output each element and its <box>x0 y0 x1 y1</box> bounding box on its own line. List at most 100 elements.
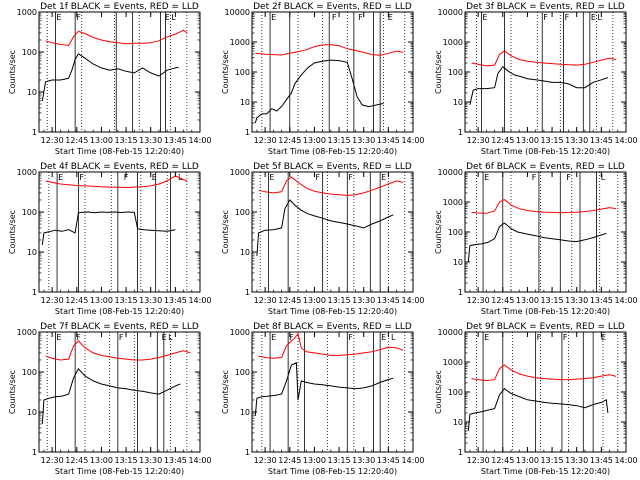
x-tick-label: 12:30 <box>467 296 490 305</box>
y-tick-label: 10 <box>27 88 37 97</box>
x-tick-label: 13:00 <box>303 136 326 145</box>
chart-title: Det 3f BLACK = Events, RED = LLD <box>466 2 625 12</box>
x-tick-label: 13:30 <box>139 456 162 465</box>
x-tick-label: 12:45 <box>65 296 88 305</box>
events-series-line <box>254 59 384 124</box>
x-tick-label: 14:00 <box>188 456 211 465</box>
event-marker-letter: E <box>271 13 276 22</box>
x-tick-label: 12:45 <box>278 136 301 145</box>
x-tick-label: 14:00 <box>401 136 424 145</box>
x-tick-label: 13:45 <box>377 136 400 145</box>
x-tick-label: 14:00 <box>614 456 637 465</box>
y-axis-label: Counts/sec <box>8 50 17 94</box>
y-axis-label: Counts/sec <box>221 370 230 414</box>
y-tick-label: 1000 <box>17 8 37 17</box>
event-marker-letter: F <box>332 13 337 22</box>
event-marker-letter: E <box>601 333 606 342</box>
x-tick-label: 13:45 <box>590 136 613 145</box>
y-tick-label: 10 <box>240 98 250 107</box>
y-tick-label: 10000 <box>438 168 463 177</box>
x-tick-label: 13:15 <box>541 136 564 145</box>
chart-title: Det 7f BLACK = Events, RED = LLD <box>40 322 199 332</box>
event-marker-letter: F <box>532 173 537 182</box>
event-marker-letter: E <box>271 333 276 342</box>
x-tick-label: 12:30 <box>467 456 490 465</box>
event-marker-letter: E <box>56 13 61 22</box>
x-tick-label: 12:45 <box>491 136 514 145</box>
event-marker-letter: F <box>348 173 353 182</box>
chart-title: Det 2f BLACK = Events, RED = LLD <box>253 2 412 12</box>
x-tick-label: 13:45 <box>590 296 613 305</box>
y-tick-label: 10 <box>453 98 463 107</box>
x-tick-label: 13:45 <box>377 456 400 465</box>
x-tick-label: 13:15 <box>115 136 138 145</box>
event-marker-letter: L <box>601 173 606 182</box>
x-axis-label: Start Time (08-Feb-15 12:20:40) <box>268 467 397 476</box>
x-tick-label: 13:15 <box>115 456 138 465</box>
x-tick-label: 14:00 <box>188 136 211 145</box>
event-marker-letter: E <box>269 173 274 182</box>
chart-title: Det 4f BLACK = Events, RED = LLD <box>40 162 199 172</box>
x-tick-label: 12:30 <box>254 136 277 145</box>
x-tick-label: 14:00 <box>614 136 637 145</box>
events-series-line <box>41 53 179 101</box>
y-tick-label: 100 <box>235 368 250 377</box>
plot-frame <box>38 11 201 133</box>
lld-series-line <box>471 199 617 214</box>
x-axis-label: Start Time (08-Feb-15 12:20:40) <box>55 467 184 476</box>
x-tick-label: 13:15 <box>541 296 564 305</box>
y-tick-label: 1 <box>458 128 463 137</box>
event-marker-letter: L <box>168 333 173 342</box>
x-tick-label: 14:00 <box>188 296 211 305</box>
event-marker-letter: E <box>152 173 157 182</box>
y-tick-label: 10 <box>453 418 463 427</box>
x-tick-label: 13:00 <box>303 456 326 465</box>
y-tick-label: 1 <box>245 128 250 137</box>
y-tick-label: 1 <box>245 448 250 457</box>
x-axis-label: Start Time (08-Feb-15 12:20:40) <box>55 147 184 156</box>
x-tick-label: 12:30 <box>41 136 64 145</box>
y-axis-label: Counts/sec <box>434 50 443 94</box>
y-tick-label: 10 <box>453 258 463 267</box>
x-tick-label: 12:45 <box>278 456 301 465</box>
event-marker-letter: F <box>358 13 363 22</box>
y-tick-label: 1 <box>32 128 37 137</box>
y-tick-label: 10000 <box>225 8 250 17</box>
y-tick-label: 1000 <box>443 358 463 367</box>
y-tick-label: 1000 <box>230 328 250 337</box>
event-marker-letter: E <box>58 173 63 182</box>
x-tick-label: 13:00 <box>90 456 113 465</box>
x-tick-label: 13:45 <box>590 456 613 465</box>
chart-title: Det 1f BLACK = Events, RED = LLD <box>40 2 199 12</box>
x-tick-label: 13:30 <box>139 296 162 305</box>
chart-title: Det 6f BLACK = Events, RED = LLD <box>466 162 625 172</box>
x-tick-label: 13:45 <box>164 296 187 305</box>
events-series-line <box>41 211 176 246</box>
y-tick-label: 1 <box>458 448 463 457</box>
event-marker-letter: E <box>381 173 386 182</box>
y-tick-label: 1000 <box>443 198 463 207</box>
x-axis-label: Start Time (08-Feb-15 12:20:40) <box>481 147 610 156</box>
y-tick-label: 1 <box>245 288 250 297</box>
lld-series-line <box>255 44 404 56</box>
y-tick-label: 10 <box>240 248 250 257</box>
y-tick-label: 1 <box>32 448 37 457</box>
plot-frame <box>38 331 201 453</box>
y-tick-label: 100 <box>235 208 250 217</box>
y-axis-label: Counts/sec <box>221 50 230 94</box>
event-marker-letter: F <box>119 333 124 342</box>
y-tick-label: 1000 <box>17 168 37 177</box>
plot-frame <box>38 171 201 293</box>
event-marker-letter: E <box>482 13 487 22</box>
x-tick-label: 13:30 <box>352 136 375 145</box>
y-tick-label: 1000 <box>230 38 250 47</box>
x-tick-label: 12:45 <box>491 296 514 305</box>
events-series-line <box>256 199 394 256</box>
event-marker-letter: E <box>388 13 393 22</box>
y-tick-label: 100 <box>22 48 37 57</box>
